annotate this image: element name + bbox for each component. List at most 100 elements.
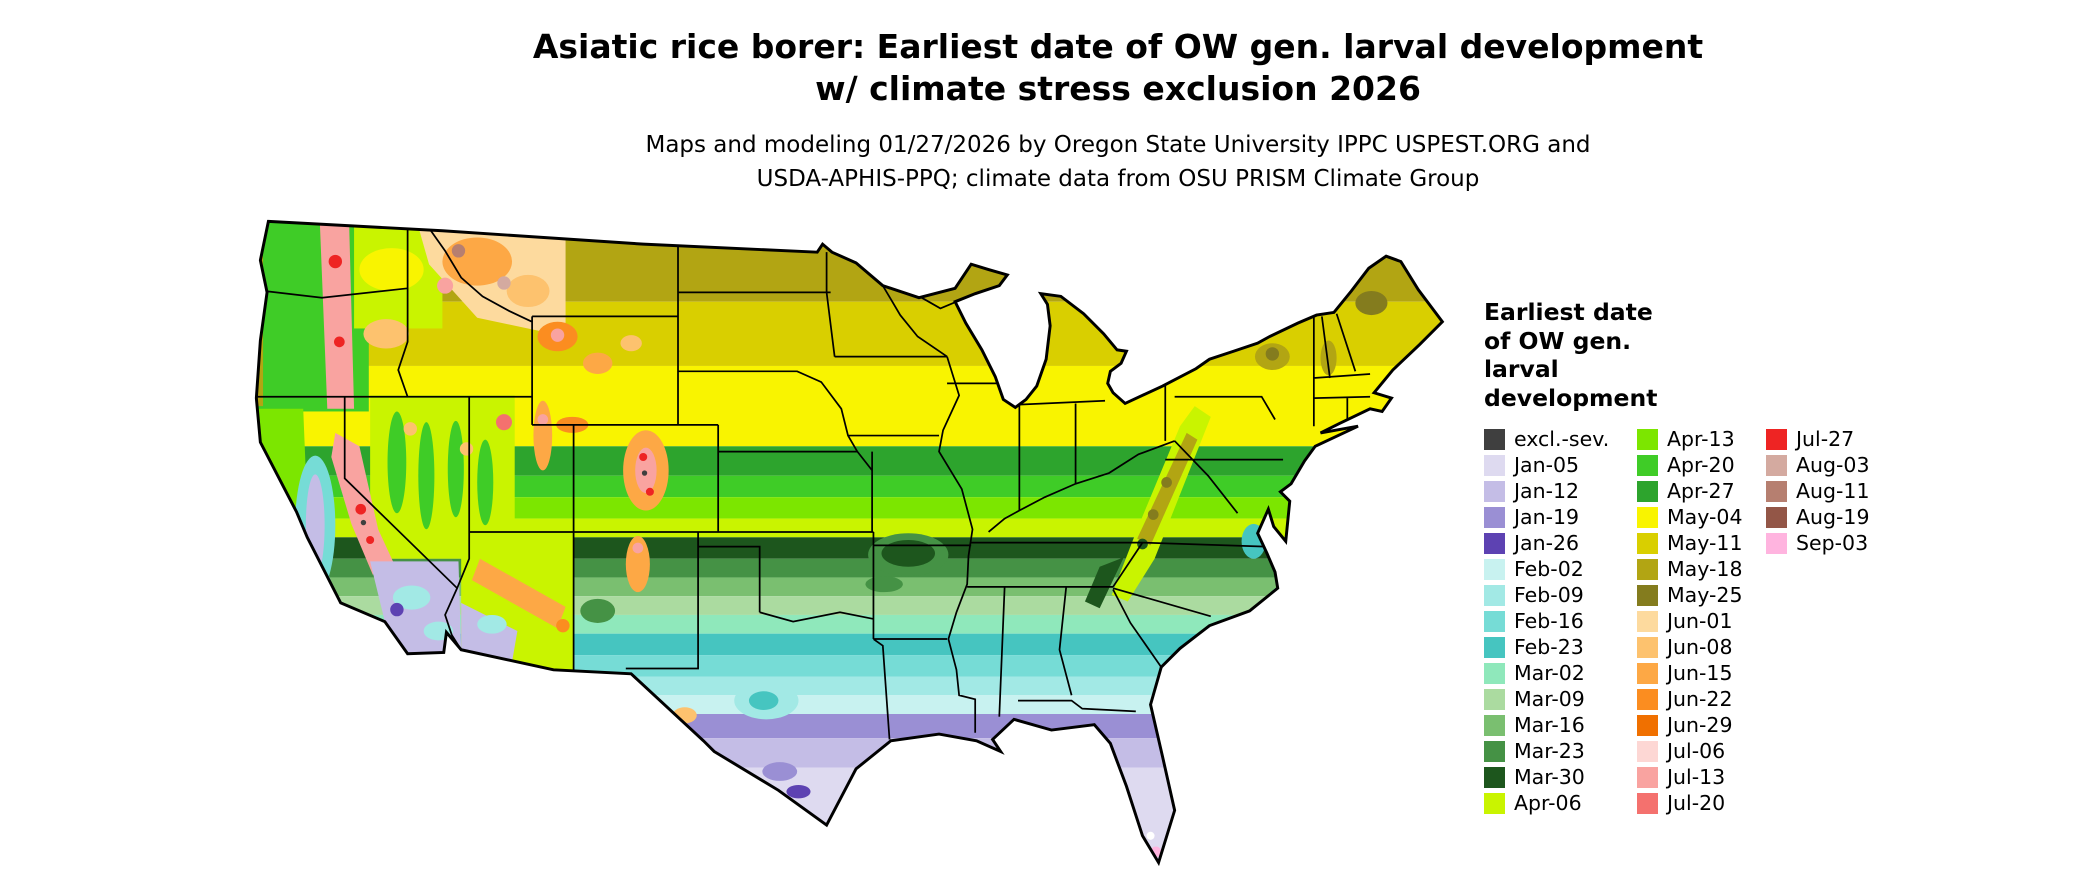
terrain-patch — [328, 254, 343, 269]
terrain-patch — [881, 539, 936, 567]
legend-item: Mar-16 — [1484, 712, 1637, 738]
legend-item: Feb-02 — [1484, 556, 1637, 582]
terrain-patch — [639, 452, 648, 461]
legend-item: Apr-13 — [1637, 426, 1766, 452]
map-band — [256, 738, 1443, 768]
terrain-patch — [580, 598, 616, 623]
legend-item: May-25 — [1637, 582, 1766, 608]
legend-item: Feb-16 — [1484, 608, 1637, 634]
legend-item: Jun-01 — [1637, 608, 1766, 634]
legend-item: Jun-29 — [1637, 712, 1766, 738]
legend-color-swatch — [1766, 428, 1787, 450]
terrain-patch — [533, 400, 553, 471]
terrain-patch — [1320, 340, 1337, 376]
legend-item: Apr-06 — [1484, 790, 1637, 816]
legend-color-swatch — [1484, 740, 1505, 762]
legend-color-swatch — [1637, 662, 1658, 684]
terrain-patch — [403, 422, 417, 436]
legend-date-label: Jun-15 — [1667, 661, 1733, 685]
legend-date-label: Sep-03 — [1796, 531, 1869, 555]
terrain-patch — [625, 535, 650, 593]
legend-date-label: Mar-23 — [1514, 739, 1585, 763]
legend-item: excl.-sev. — [1484, 426, 1637, 452]
legend-date-label: Aug-03 — [1796, 453, 1870, 477]
legend-column-2: Apr-13 Apr-20 Apr-27 May-04 May-11 May-1… — [1637, 426, 1766, 816]
terrain-patch — [331, 432, 395, 575]
terrain-patch — [497, 276, 511, 290]
legend-date-label: Jun-22 — [1667, 687, 1733, 711]
legend-color-swatch — [1766, 532, 1787, 554]
terrain-patch — [537, 414, 549, 425]
legend-title: Earliest date of OW gen. larval developm… — [1484, 298, 1658, 412]
legend-item: Feb-09 — [1484, 582, 1637, 608]
us-outline — [254, 219, 1445, 867]
terrain-patch — [1084, 557, 1124, 609]
legend-color-swatch — [1484, 584, 1505, 606]
legend-column-3: Jul-27 Aug-03 Aug-11 Aug-19 Sep-03 — [1766, 426, 1870, 816]
legend-color-swatch — [1484, 792, 1505, 814]
map-band — [256, 695, 1443, 714]
legend-item: Jan-26 — [1484, 530, 1637, 556]
legend-color-swatch — [1484, 506, 1505, 528]
terrain-patch — [333, 336, 345, 348]
legend-color-swatch — [1484, 428, 1505, 450]
legend-color-swatch — [1484, 532, 1505, 554]
legend-item: Jun-15 — [1637, 660, 1766, 686]
legend-color-swatch — [1637, 428, 1658, 450]
legend-color-swatch — [1484, 766, 1505, 788]
legend-color-swatch — [1484, 558, 1505, 580]
legend-date-label: excl.-sev. — [1514, 427, 1610, 451]
terrain-patch — [459, 442, 474, 456]
legend-color-swatch — [1484, 454, 1505, 476]
legend-item: Apr-27 — [1637, 478, 1766, 504]
legend-date-label: Jun-01 — [1667, 609, 1733, 633]
terrain-patch — [506, 274, 550, 308]
legend-item: Jul-13 — [1637, 764, 1766, 790]
legend-date-label: Mar-30 — [1514, 765, 1585, 789]
terrain-patch — [632, 542, 644, 554]
legend-color-swatch — [1637, 454, 1658, 476]
legend-item: May-04 — [1637, 504, 1766, 530]
terrain-patch — [437, 277, 454, 294]
legend-date-label: Feb-16 — [1514, 609, 1584, 633]
terrain-patch — [556, 618, 570, 633]
legend-color-swatch — [1637, 740, 1658, 762]
legend-item: Jun-22 — [1637, 686, 1766, 712]
legend-color-swatch — [1766, 454, 1787, 476]
legend-item: Aug-11 — [1766, 478, 1870, 504]
legend-date-label: May-18 — [1667, 557, 1743, 581]
legend-date-label: Jul-20 — [1667, 791, 1726, 815]
legend-column-1: excl.-sev. Jan-05 Jan-12 Jan-19 Jan-26 F… — [1484, 426, 1637, 816]
legend-date-label: Aug-11 — [1796, 479, 1870, 503]
legend-color-swatch — [1637, 688, 1658, 710]
legend-date-label: Apr-13 — [1667, 427, 1735, 451]
legend-color-swatch — [1766, 480, 1787, 502]
map-raster — [256, 221, 1443, 863]
legend-color-swatch — [1484, 688, 1505, 710]
legend-item: Aug-19 — [1766, 504, 1870, 530]
legend-date-label: Jun-08 — [1667, 635, 1733, 659]
legend-date-label: Feb-02 — [1514, 557, 1584, 581]
terrain-patch — [363, 319, 409, 349]
figure-subtitle-line1: Maps and modeling 01/27/2026 by Oregon S… — [645, 132, 1591, 158]
terrain-patch — [1161, 477, 1172, 488]
legend-color-swatch — [1637, 610, 1658, 632]
terrain-patch — [550, 328, 565, 342]
map-band — [256, 713, 1443, 739]
terrain-patch — [645, 487, 654, 496]
legend-color-swatch — [1637, 532, 1658, 554]
legend-item: Jan-19 — [1484, 504, 1637, 530]
legend-color-swatch — [1637, 766, 1658, 788]
terrain-patch — [582, 352, 613, 374]
map-band — [256, 767, 1443, 863]
terrain-patch — [447, 420, 464, 518]
terrain-patch — [366, 535, 375, 544]
legend-color-swatch — [1637, 636, 1658, 658]
terrain-patch — [1147, 509, 1159, 520]
legend-color-swatch — [1637, 714, 1658, 736]
terrain-patch — [786, 784, 811, 799]
legend-item: Mar-30 — [1484, 764, 1637, 790]
legend-date-label: Jul-13 — [1667, 765, 1726, 789]
terrain-patch — [762, 762, 798, 781]
legend-date-label: Mar-09 — [1514, 687, 1585, 711]
